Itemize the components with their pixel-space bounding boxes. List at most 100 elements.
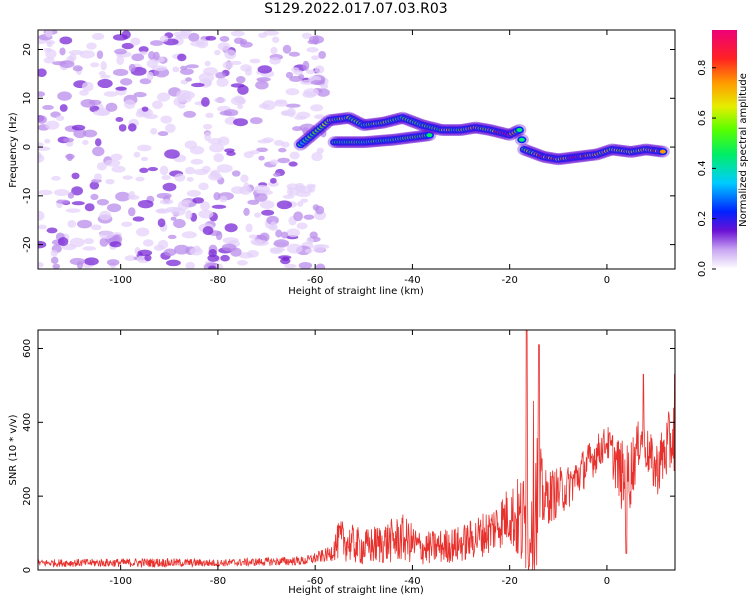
y-tick-label: -10 [22,188,33,204]
noise-blob [124,255,137,262]
noise-blob [159,199,174,205]
y-tick-label: 400 [22,413,33,432]
noise-blob [221,243,237,252]
noise-blob [258,32,268,39]
noise-blob [289,75,303,82]
noise-blob [106,259,120,266]
noise-blob [270,221,277,230]
noise-blob [296,111,311,119]
noise-blob [204,60,211,67]
noise-blob [303,214,315,220]
noise-blob [38,68,47,77]
noise-blob [137,144,152,152]
noise-blob [270,46,278,55]
noise-blob [263,30,279,36]
noise-blob [57,237,69,247]
noise-blob [51,176,61,181]
signal-track-core [518,137,525,142]
noise-blob [165,206,181,213]
noise-blob [259,200,275,209]
spectrogram-y-label: Frequency (Hz) [8,112,19,188]
noise-blob [307,39,319,45]
noise-blob [177,53,187,62]
noise-blob [320,84,329,89]
noise-blob [181,199,192,204]
noise-blob [43,47,53,53]
noise-blob [38,142,44,147]
noise-blob [110,153,123,161]
noise-blob [214,49,221,56]
noise-blob [215,72,226,79]
noise-blob [233,118,248,127]
y-tick-label: 0 [22,144,33,150]
noise-blob [216,164,233,173]
noise-blob [43,57,55,64]
noise-blob [124,99,136,110]
noise-blob [149,40,164,46]
signal-track-core [659,149,666,154]
noise-blob [173,218,186,229]
noise-blob [59,60,75,69]
noise-blob [254,192,268,202]
noise-blob [230,83,245,88]
noise-blob [146,71,154,81]
noise-blob [306,69,316,75]
noise-blob [136,227,150,237]
noise-blob [71,186,84,196]
noise-blob [66,153,73,162]
noise-blob [82,129,98,138]
noise-blob [121,30,131,40]
noise-blob [237,104,244,110]
colorbar-tick-label: 0.2 [697,211,708,227]
noise-blob [314,65,325,74]
signal-track-core [516,127,523,132]
noise-blob [68,49,84,55]
noise-blob [120,78,133,86]
x-tick-label: -100 [109,275,132,286]
noise-blob [262,137,275,143]
noise-blob [59,104,68,112]
noise-blob [188,32,200,42]
noise-blob [170,216,177,221]
snr-axes: -100 -80 -60 -40 -20 0 0 200 400 600 [22,330,675,587]
noise-blob [42,105,54,110]
noise-blob [144,254,152,262]
noise-blob [186,190,201,197]
y-tick-label: -20 [22,236,33,252]
noise-blob [143,239,154,247]
noise-blob [127,123,137,132]
noise-blob [105,102,118,112]
noise-blob [115,86,127,91]
noise-blob [156,92,171,102]
noise-blob [198,182,209,191]
noise-blob [140,156,149,162]
noise-blob [82,140,89,145]
chart-title: S129.2022.017.07.03.R03 [264,1,448,17]
noise-blob [274,100,288,107]
noise-blob [57,91,72,101]
noise-blob [94,138,102,147]
noise-blob [273,239,290,248]
noise-blob [278,147,287,153]
noise-blob [207,254,220,262]
noise-blob [276,200,293,210]
noise-blob [289,151,300,160]
spectrogram-frame [37,29,676,270]
noise-blob [137,199,154,209]
noise-blob [230,60,242,65]
noise-blob [67,220,77,228]
noise-blob [112,68,129,77]
noise-blob [249,117,263,125]
noise-blob [139,167,149,174]
noise-blob [294,184,306,193]
noise-blob [157,218,166,228]
noise-blob [84,203,95,212]
noise-blob [190,158,204,165]
noise-blob [103,91,118,97]
noise-blob [71,172,80,180]
noise-blob [226,151,236,156]
noise-blob [248,234,258,239]
spectrogram-x-label: Height of straight line (km) [288,286,424,297]
